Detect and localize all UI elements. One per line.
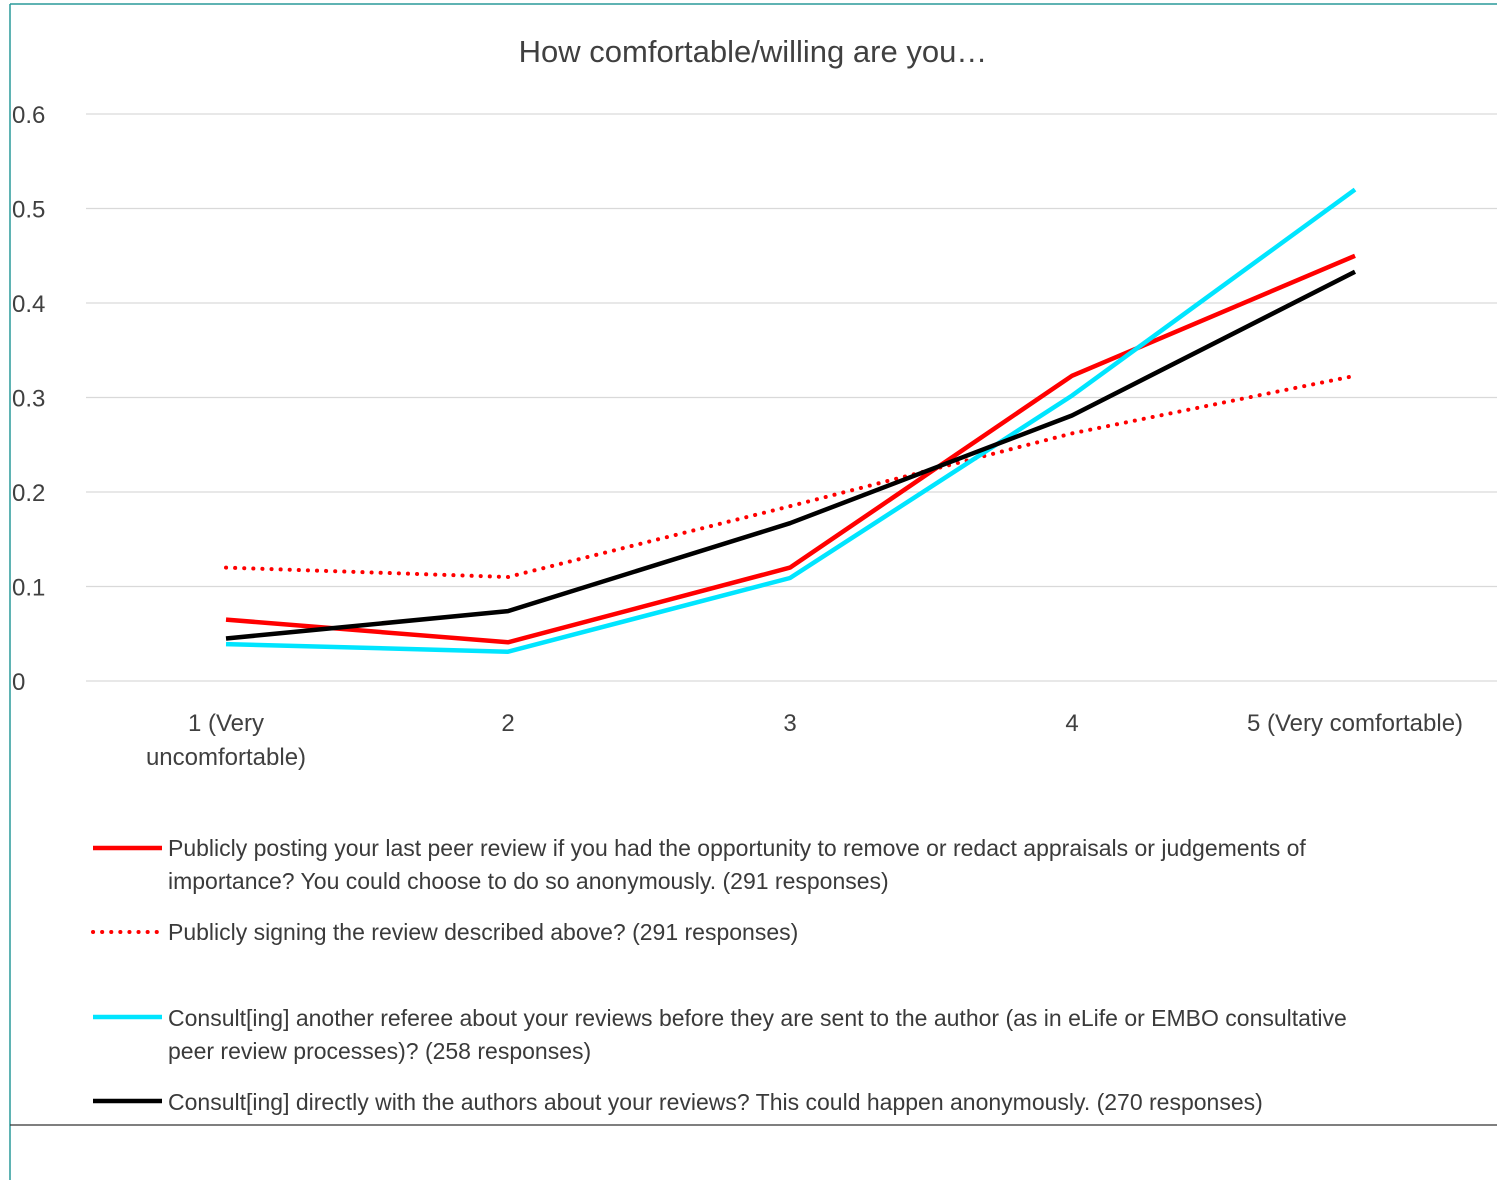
legend-label-1: Publicly signing the review described ab… (168, 919, 799, 945)
x-tick-label: 3 (783, 710, 796, 737)
series-line-1 (224, 373, 1357, 579)
series-line-3 (225, 269, 1357, 641)
legend-label-0: Publicly posting your last peer review i… (168, 835, 1306, 894)
y-tick-label: 0.3 (12, 386, 45, 413)
grid-layer (86, 113, 1497, 682)
y-tick-label: 0.6 (12, 102, 45, 129)
y-tick-label: 0.5 (12, 197, 45, 224)
x-tick-label: 5 (Very comfortable) (1247, 710, 1463, 737)
y-tick-labels: 0 0.1 0.2 0.3 0.4 0.5 0.6 (12, 102, 45, 696)
legend-swatches (91, 845, 164, 1104)
x-tick-label: 2 (501, 710, 514, 737)
y-tick-label: 0.4 (12, 291, 45, 318)
y-tick-label: 0 (12, 669, 25, 696)
legend-label-3: Consult[ing] directly with the authors a… (168, 1089, 1263, 1115)
series-lines (224, 187, 1357, 654)
x-tick-label: 4 (1065, 710, 1078, 737)
series-line-0 (225, 253, 1356, 645)
series-line-2 (225, 187, 1357, 654)
x-tick-label: 1 (Very uncomfortable) (146, 710, 306, 771)
y-tick-label: 0.1 (12, 575, 45, 602)
chart-title: How comfortable/willing are you… (519, 34, 988, 69)
x-tick-labels: 1 (Very uncomfortable) 2 3 4 5 (Very comforta… (146, 710, 1463, 771)
legend-label-2: Consult[ing] another referee about your … (168, 1005, 1347, 1064)
y-tick-label: 0.2 (12, 480, 45, 507)
